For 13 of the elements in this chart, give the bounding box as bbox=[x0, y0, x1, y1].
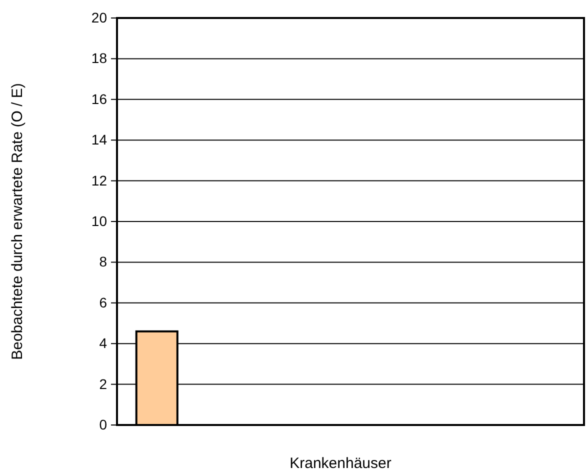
y-tick-label: 8 bbox=[99, 254, 108, 270]
y-axis-title: Beobachtete durch erwartete Rate (O / E) bbox=[9, 83, 26, 360]
y-tick-label: 2 bbox=[99, 376, 108, 392]
y-tick-label: 6 bbox=[99, 294, 108, 310]
y-tick-label: 18 bbox=[91, 50, 108, 66]
y-tick-label: 14 bbox=[91, 132, 108, 148]
y-tick-label: 10 bbox=[91, 212, 108, 229]
y-tick-label: 16 bbox=[91, 90, 108, 107]
y-tick-label: 0 bbox=[99, 416, 108, 432]
y-tick-label: 4 bbox=[99, 335, 108, 352]
y-tick-label: 20 bbox=[91, 9, 108, 26]
x-axis-title: Krankenhäuser bbox=[290, 455, 392, 472]
y-tick-label: 12 bbox=[91, 172, 108, 188]
